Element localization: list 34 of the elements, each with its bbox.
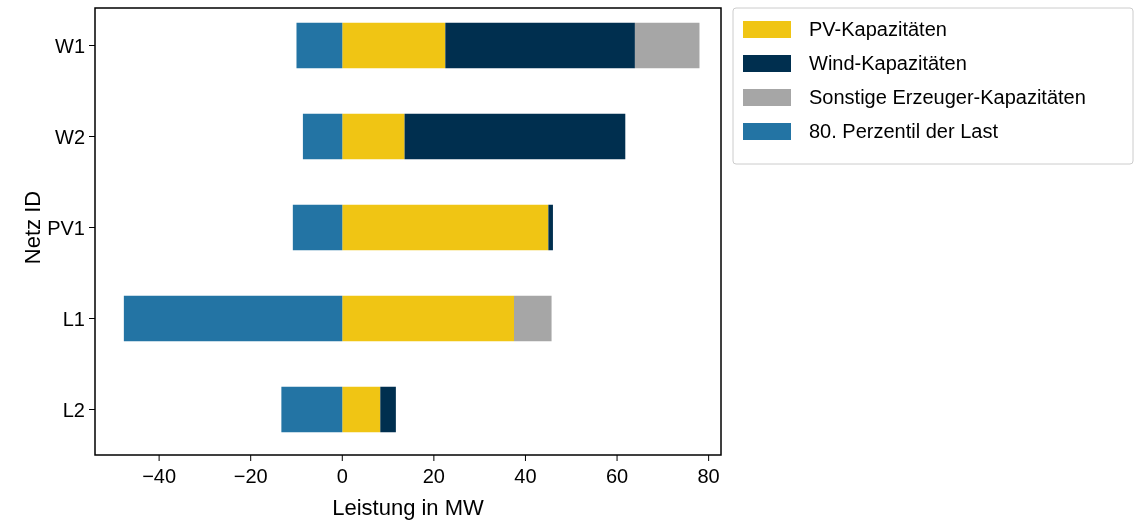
y-tick-label: W1: [55, 34, 85, 57]
x-tick-label: 80: [697, 465, 720, 487]
y-tick-label: PV1: [47, 216, 85, 239]
y-tick-label: L1: [62, 307, 85, 330]
bar: [445, 22, 635, 69]
bar: [548, 204, 553, 251]
bar: [342, 113, 405, 160]
y-axis-title: Netz ID: [20, 190, 45, 265]
y-tick-label: W2: [55, 125, 85, 148]
x-tick-label: 0: [336, 465, 348, 487]
bar: [380, 386, 396, 433]
legend-label: Wind-Kapazitäten: [809, 52, 967, 74]
x-tick-label: 20: [422, 465, 445, 487]
bar: [292, 204, 343, 251]
x-tick-label: −40: [142, 465, 177, 487]
x-tick-label: 60: [605, 465, 629, 487]
bar: [123, 295, 343, 342]
legend-label: PV-Kapazitäten: [809, 18, 947, 40]
bar: [342, 386, 381, 433]
bar: [634, 22, 700, 69]
bar: [514, 295, 552, 342]
x-tick-label: −20: [233, 465, 268, 487]
bar: [404, 113, 626, 160]
bar: [342, 295, 515, 342]
bar: [302, 113, 343, 160]
bar: [342, 22, 446, 69]
x-tick-label: 40: [514, 465, 537, 487]
bar: [296, 22, 343, 69]
y-tick-label: L2: [62, 398, 85, 421]
legend-label: Sonstige Erzeuger-Kapazitäten: [809, 86, 1086, 108]
legend-label: 80. Perzentil der Last: [809, 120, 999, 142]
x-axis-title: Leistung in MW: [332, 495, 485, 520]
bar: [281, 386, 343, 433]
bar: [342, 204, 549, 251]
